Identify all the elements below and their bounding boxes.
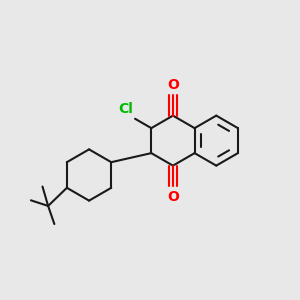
Text: O: O [167, 78, 179, 92]
Text: Cl: Cl [118, 102, 133, 116]
Text: O: O [167, 190, 179, 204]
